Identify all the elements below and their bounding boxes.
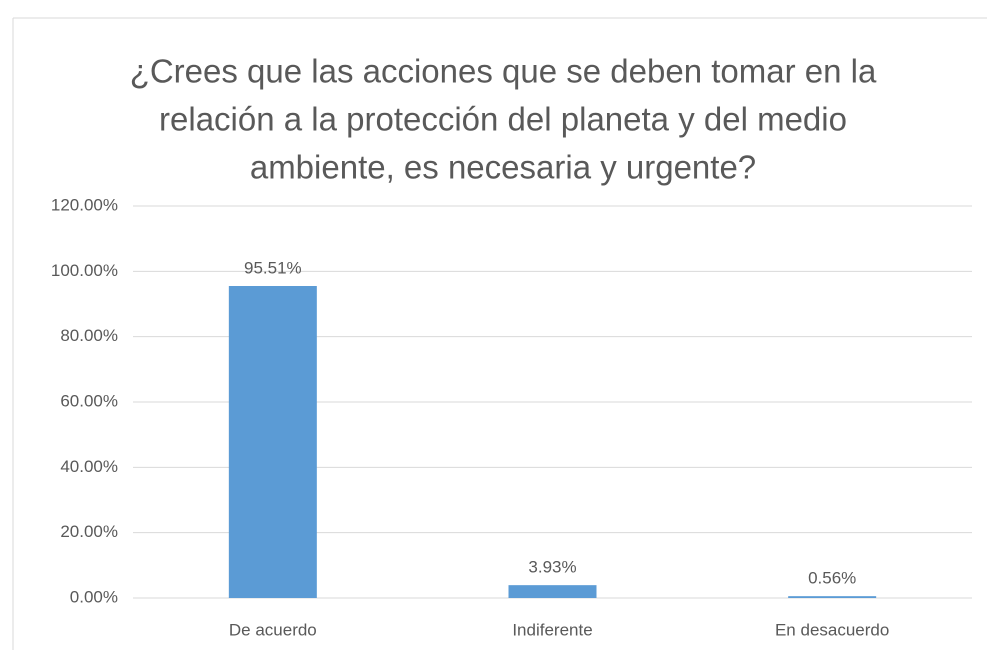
bar	[228, 286, 317, 598]
chart-title: relación a la protección del planeta y d…	[159, 101, 847, 138]
chart-title: ambiente, es necesaria y urgente?	[250, 149, 756, 186]
bar	[788, 596, 877, 598]
y-tick-label: 40.00%	[60, 457, 118, 476]
y-tick-label: 0.00%	[70, 587, 118, 606]
chart-title: ¿Crees que las acciones que se deben tom…	[130, 53, 877, 90]
x-tick-label: De acuerdo	[229, 620, 317, 639]
x-tick-label: Indiferente	[512, 620, 592, 639]
x-tick-label: En desacuerdo	[775, 620, 889, 639]
y-tick-label: 60.00%	[60, 391, 118, 410]
y-tick-label: 100.00%	[51, 261, 118, 280]
data-label: 3.93%	[528, 558, 576, 577]
y-tick-label: 80.00%	[60, 326, 118, 345]
bar	[508, 585, 597, 598]
y-tick-label: 20.00%	[60, 522, 118, 541]
data-label: 95.51%	[244, 258, 302, 277]
y-tick-label: 120.00%	[51, 195, 118, 214]
data-label: 0.56%	[808, 569, 856, 588]
